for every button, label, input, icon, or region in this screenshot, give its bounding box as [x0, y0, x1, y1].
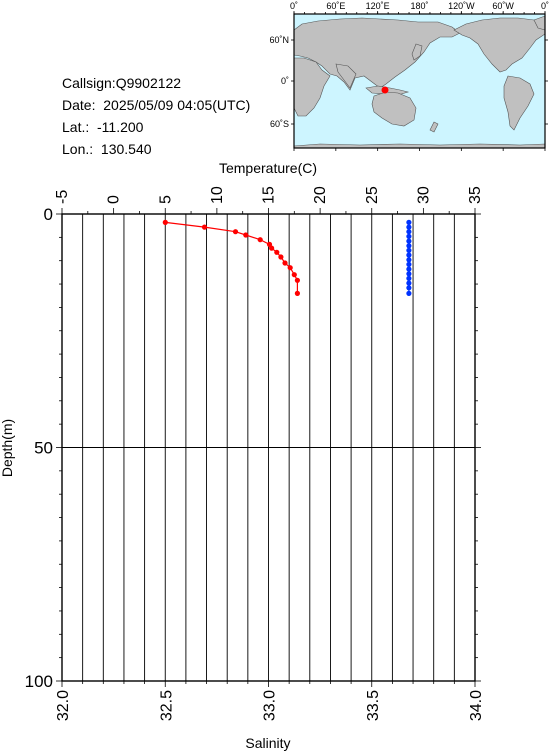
temperature-data-point	[294, 290, 300, 296]
temperature-data-point	[243, 232, 249, 238]
salinity-tick-label: 33.5	[365, 690, 382, 721]
temperature-tick-label: 15	[261, 186, 278, 204]
temperature-tick-label: -5	[54, 190, 71, 204]
eurasia-landmass	[293, 17, 461, 91]
data-series	[162, 219, 412, 296]
map-latitude-label: 60˚S	[270, 119, 289, 129]
grid-lines	[62, 214, 475, 681]
temperature-data-point	[162, 219, 168, 225]
temperature-data-point	[282, 260, 288, 266]
temperature-tick-label: 20	[312, 186, 329, 204]
salinity-tick-label: 33.0	[262, 690, 279, 721]
salinity-data-point	[406, 233, 412, 239]
salinity-tick-label: 32.5	[158, 690, 175, 721]
temperature-tick-labels: -5 0 5 10 15 20 25 30 35	[54, 186, 484, 204]
map-land	[293, 15, 546, 149]
antarctica-landmass	[293, 143, 546, 149]
salinity-tick-label: 32.0	[55, 690, 72, 721]
salinity-data-point	[406, 219, 412, 225]
temperature-data-point	[269, 245, 275, 251]
temperature-data-point	[278, 254, 284, 260]
salinity-data-point	[406, 280, 412, 286]
map-latitude-label: 60˚N	[269, 35, 289, 45]
salinity-data-point	[406, 243, 412, 249]
depth-tick-label: 0	[44, 205, 53, 224]
temperature-data-point	[291, 272, 297, 278]
temperature-data-point	[257, 237, 263, 243]
salinity-data-point	[406, 266, 412, 272]
salinity-data-point	[406, 285, 412, 291]
salinity-data-point	[406, 257, 412, 263]
salinity-data-point	[406, 224, 412, 230]
temperature-tick-label: 25	[364, 186, 381, 204]
new-zealand-islands	[429, 121, 439, 133]
africa-landmass	[293, 57, 331, 117]
depth-axis-label: Depth(m)	[0, 419, 15, 477]
salinity-tick-label: 34.0	[468, 690, 485, 721]
salinity-data-point	[406, 229, 412, 235]
india-landmass	[335, 63, 357, 89]
map-longitude-label: 0˚	[541, 1, 549, 11]
temperature-tick-label: 0	[106, 195, 123, 204]
depth-tick-label: 50	[34, 439, 53, 458]
temperature-data-point	[287, 265, 293, 271]
map-longitude-label: 60˚E	[326, 1, 345, 11]
longitude-text: Lon.: 130.540	[62, 141, 152, 157]
map-latitude-labels: 60˚N 0˚ 60˚S	[269, 35, 289, 129]
map-longitude-labels: 0˚ 60˚E 120˚E 180˚ 120˚W 60˚W 0˚	[290, 1, 549, 11]
depth-tick-label: 100	[25, 672, 53, 691]
temperature-tick-label: 10	[209, 186, 226, 204]
temperature-tick-label: 30	[415, 186, 432, 204]
profile-info: Callsign:Q9902122 Date: 2025/05/09 04:05…	[62, 72, 250, 160]
temperature-tick-label: 5	[157, 195, 174, 204]
temperature-data-point	[232, 229, 239, 235]
salinity-data-point	[406, 290, 412, 296]
temperature-profile-line	[165, 221, 298, 294]
temperature-data-point	[274, 249, 280, 255]
salinity-data-point	[406, 271, 412, 277]
salinity-axis-label: Salinity	[245, 735, 290, 751]
japan-islands	[411, 43, 423, 61]
salinity-data-point	[406, 247, 412, 253]
map-longitude-label: 120˚W	[448, 1, 475, 11]
map-longitude-label: 180˚	[410, 1, 428, 11]
temperature-axis-label: Temperature(C)	[219, 160, 317, 176]
salinity-data-point	[406, 238, 412, 244]
callsign-text: Callsign:Q9902122	[62, 75, 182, 91]
profile-plot: -5 0 5 10 15 20 25 30 35 32.0 32.5 33.0 33.5 34.0 05…	[0, 160, 485, 751]
north-america-landmass	[453, 17, 546, 73]
depth-tick-labels: 0 50 100	[25, 205, 53, 691]
map-longitude-label: 60˚W	[492, 1, 514, 11]
temperature-tick-label: 35	[467, 186, 484, 204]
date-text: Date: 2025/05/09 04:05(UTC)	[62, 97, 251, 113]
salinity-tick-labels: 32.0 32.5 33.0 33.5 34.0	[55, 690, 485, 721]
temperature-data-point	[294, 277, 300, 283]
south-america-landmass	[503, 75, 535, 131]
float-location-marker	[381, 86, 389, 94]
salinity-data-point	[406, 252, 412, 258]
temperature-data-point	[201, 224, 208, 230]
location-map: 0˚ 60˚E 120˚E 180˚ 120˚W 60˚W 0˚ 60˚N 0˚ 60˚S	[269, 1, 549, 151]
map-longitude-label: 120˚E	[366, 1, 390, 11]
map-latitude-label: 0˚	[281, 76, 289, 86]
latitude-text: Lat.: -11.200	[62, 119, 144, 135]
map-tick-marks	[291, 11, 548, 151]
map-longitude-label: 0˚	[290, 1, 298, 11]
salinity-data-point	[406, 261, 412, 267]
plot-frame	[61, 213, 476, 682]
australia-landmass	[371, 91, 417, 127]
salinity-data-point	[406, 275, 412, 281]
